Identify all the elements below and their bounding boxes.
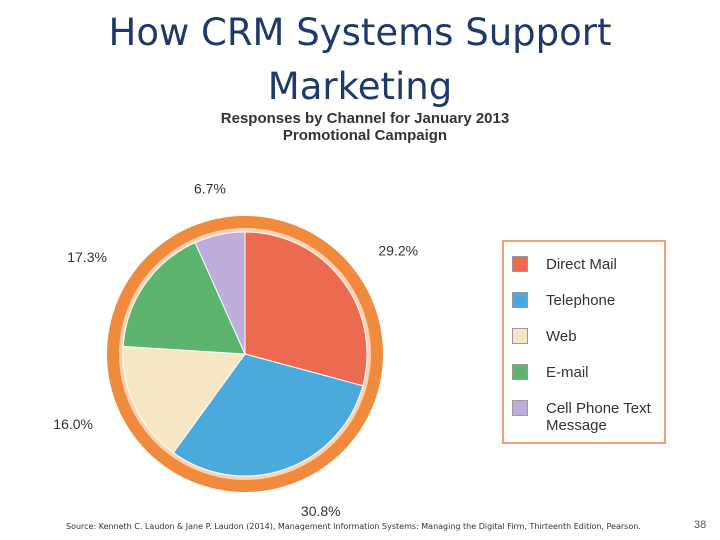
legend-label: Cell Phone Text Message bbox=[546, 400, 651, 434]
pie-slice bbox=[244, 231, 368, 387]
pie-slice bbox=[122, 345, 246, 454]
slice-label: 29.2% bbox=[378, 243, 418, 259]
slice-label: 30.8% bbox=[301, 503, 341, 519]
slice-label: 16.0% bbox=[53, 416, 93, 432]
legend-swatch bbox=[512, 364, 528, 380]
legend-item: Telephone bbox=[512, 292, 615, 309]
legend-label: Telephone bbox=[546, 292, 616, 309]
legend-label: Web bbox=[546, 328, 577, 345]
legend-label: Direct Mail bbox=[546, 256, 617, 273]
page-number: 38 bbox=[694, 519, 707, 531]
legend-item: Web bbox=[512, 328, 577, 345]
legend-item: Cell Phone Text Message bbox=[512, 400, 664, 434]
pie-slice bbox=[172, 353, 364, 477]
legend-item: E-mail bbox=[512, 364, 589, 381]
source-note: Source: Kenneth C. Laudon & Jane P. Laud… bbox=[66, 522, 641, 531]
chart-title: Responses by Channel for January 2013 Pr… bbox=[220, 110, 510, 144]
legend: Direct Mail Telephone Web E-mail Cell Phone … bbox=[502, 240, 666, 444]
legend-swatch bbox=[512, 328, 528, 344]
slice-label: 6.7% bbox=[194, 180, 226, 196]
legend-swatch bbox=[512, 400, 528, 416]
legend-label: E-mail bbox=[546, 364, 589, 381]
slice-label: 17.3% bbox=[67, 249, 107, 265]
legend-item: Direct Mail bbox=[512, 256, 617, 273]
pie-slice bbox=[122, 241, 246, 355]
legend-swatch bbox=[512, 292, 528, 308]
pie-slice bbox=[194, 231, 246, 355]
legend-swatch bbox=[512, 256, 528, 272]
slide-title: How CRM Systems Support Marketing bbox=[108, 11, 612, 108]
